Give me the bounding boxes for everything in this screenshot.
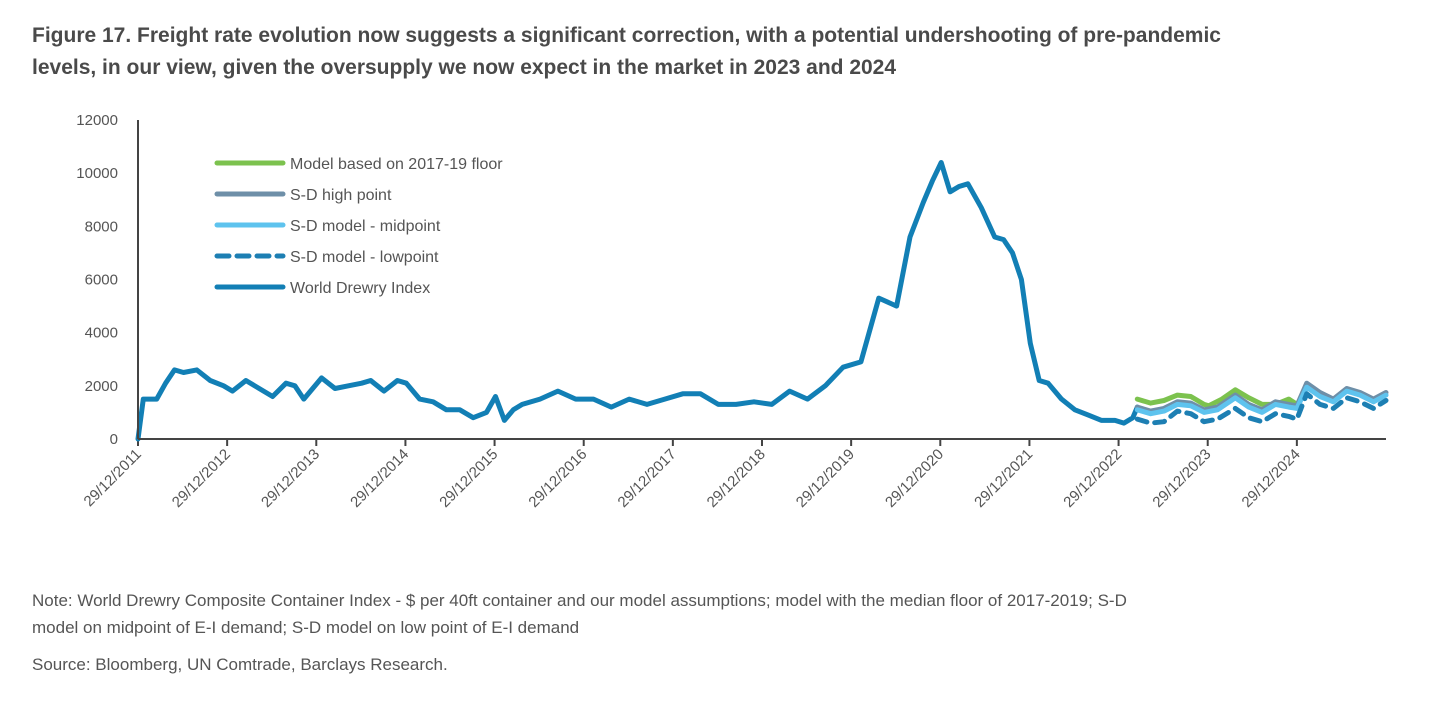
series-line-world-drewry-index [135, 160, 1140, 442]
figure-note-line-2: model on midpoint of E-I demand; S-D mod… [32, 618, 580, 637]
y-tick-label: 4000 [85, 325, 118, 342]
figure-note: Note: World Drewry Composite Container I… [32, 587, 1412, 641]
legend-label: World Drewry Index [290, 280, 430, 297]
x-tick-label: 29/12/2018 [704, 446, 769, 511]
y-tick-label: 2000 [85, 378, 118, 395]
x-tick-label: 29/12/2015 [436, 446, 501, 511]
x-tick-label: 29/12/2024 [1239, 446, 1304, 511]
x-tick-label: 29/12/2017 [615, 446, 680, 511]
y-tick-label: 8000 [85, 218, 118, 235]
series-line-s-d-model-lowpoint [1134, 391, 1389, 426]
x-tick-label: 29/12/2020 [882, 446, 947, 511]
y-tick-label: 0 [110, 431, 118, 448]
y-tick-label: 12000 [76, 112, 118, 129]
x-tick-label: 29/12/2016 [525, 446, 590, 511]
x-tick-label: 29/12/2023 [1149, 446, 1214, 511]
legend-label: S-D high point [290, 187, 392, 204]
x-tick-label: 29/12/2022 [1060, 446, 1125, 511]
series-line-s-d-model-midpoint [1134, 384, 1389, 417]
series-lines [135, 160, 1389, 442]
legend-label: Model based on 2017-19 floor [290, 156, 503, 173]
figure-title-line-1: Figure 17. Freight rate evolution now su… [32, 24, 1221, 47]
legend-label: S-D model - midpoint [290, 218, 441, 235]
x-tick-label: 29/12/2011 [81, 446, 145, 510]
y-tick-label: 10000 [76, 165, 118, 182]
figure-note-line-1: Note: World Drewry Composite Container I… [32, 591, 1127, 610]
x-axis-ticks: 29/12/2011 29/12/2012 29/12/2013 29/12/2014… [81, 439, 1304, 511]
legend-label: S-D model - lowpoint [290, 249, 439, 266]
y-tick-label: 6000 [85, 272, 118, 289]
figure-source: Source: Bloomberg, UN Comtrade, Barclays… [32, 655, 448, 674]
x-tick-label: 29/12/2012 [169, 446, 234, 511]
legend: Model based on 2017-19 floor S-D high poi… [214, 156, 503, 297]
x-tick-label: 29/12/2021 [971, 446, 1036, 511]
x-tick-label: 29/12/2019 [793, 446, 858, 511]
x-tick-label: 29/12/2013 [258, 446, 323, 511]
figure-title: Figure 17. Freight rate evolution now su… [32, 20, 1412, 84]
y-axis-ticks: 0 2000 4000 6000 8000 10000 12000 [76, 112, 118, 448]
figure-title-line-2: levels, in our view, given the oversuppl… [32, 56, 897, 79]
x-tick-label: 29/12/2014 [347, 446, 412, 511]
